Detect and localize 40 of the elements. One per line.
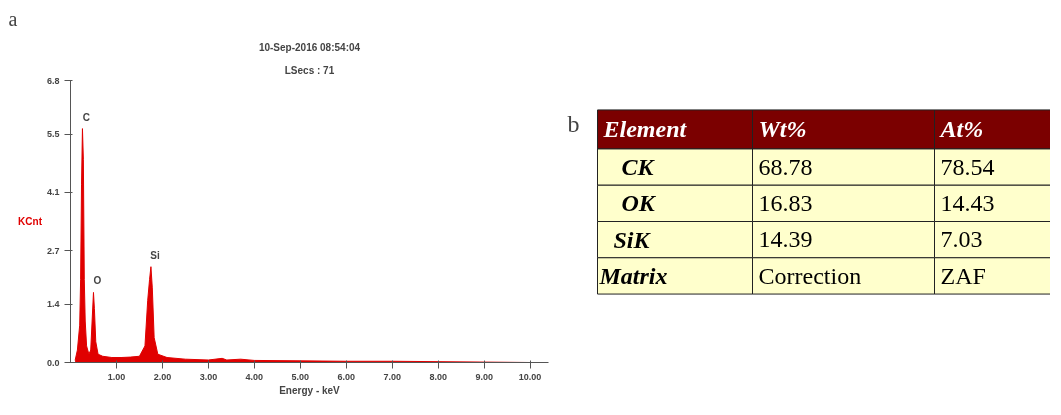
- text: 78.54: [940, 153, 995, 180]
- text: b: [567, 111, 580, 138]
- text: ZAF: [940, 262, 986, 289]
- x-tick-label: 9.00: [475, 371, 493, 382]
- y-tick-label: 5.5: [46, 129, 60, 140]
- y-tick-label: 1.4: [46, 299, 60, 310]
- category-label: CK: [621, 154, 654, 181]
- chart-subtitle: 10-Sep-2016 08:54:04: [258, 41, 361, 53]
- category-label: OK: [621, 190, 655, 217]
- text: 14.43: [940, 189, 995, 216]
- text: 7.03: [940, 226, 983, 253]
- x-tick-label: 8.00: [429, 371, 447, 382]
- category-label: Wt%: [758, 116, 807, 143]
- x-tick-label: 4.00: [245, 371, 264, 382]
- text: 16.83: [758, 189, 813, 216]
- x-tick-label: 2.00: [153, 371, 172, 382]
- category-label: Matrix: [599, 262, 668, 289]
- x-tick-label: 3.00: [199, 371, 218, 382]
- y-tick-label: 0.0: [46, 357, 60, 368]
- x-axis-title: Energy - keV: [279, 384, 341, 396]
- category-label: SiK: [613, 226, 650, 253]
- y-axis-title: KCnt: [18, 216, 43, 227]
- chart-title: a: [8, 7, 18, 30]
- annotation: C: [82, 111, 91, 123]
- x-tick-label: 7.00: [383, 371, 401, 382]
- text: LSecs : 71: [284, 64, 335, 76]
- x-tick-label: 5.00: [291, 371, 310, 382]
- x-tick-label: 6.00: [337, 371, 356, 382]
- text: 68.78: [758, 153, 813, 180]
- x-tick-label: 1.00: [107, 371, 126, 382]
- y-tick-label: 6.8: [46, 75, 60, 86]
- annotation: O: [93, 275, 102, 287]
- annotation: Si: [150, 249, 160, 261]
- text: 14.39: [758, 226, 813, 253]
- category-label: Element: [602, 116, 688, 143]
- x-tick-label: 10.00: [518, 371, 542, 382]
- category-label: At%: [938, 116, 984, 143]
- y-tick-label: 4.1: [46, 187, 60, 198]
- y-tick-label: 2.7: [46, 245, 60, 256]
- text: Correction: [758, 262, 862, 289]
